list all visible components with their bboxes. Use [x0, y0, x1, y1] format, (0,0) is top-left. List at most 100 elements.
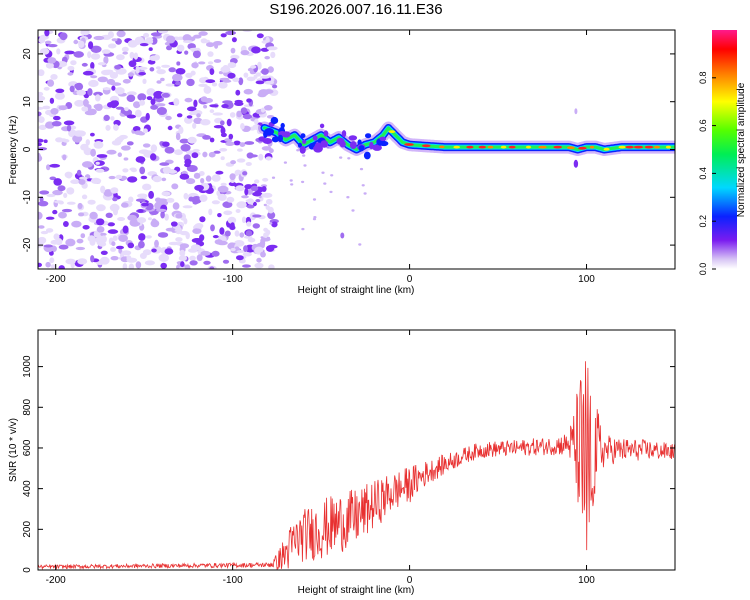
noise-blob — [172, 202, 180, 210]
noise-blob — [78, 212, 85, 217]
ridge-blob — [320, 140, 329, 148]
ridge-blob — [341, 130, 347, 138]
noise-blob — [212, 235, 219, 239]
noise-blob — [259, 75, 270, 79]
ridge-hotspot — [487, 145, 494, 149]
noise-blob — [80, 30, 90, 36]
noise-blob — [240, 123, 245, 130]
noise-blob — [227, 216, 237, 224]
noise-blob — [83, 99, 89, 107]
noise-blob — [111, 38, 118, 42]
noise-blob — [126, 114, 137, 119]
noise-blob — [194, 223, 204, 229]
noise-blob — [177, 36, 185, 41]
noise-blob — [236, 255, 244, 261]
noise-blob — [62, 139, 70, 143]
noise-blob — [100, 185, 106, 194]
spectrogram-y-ticks: -20 -10 0 10 20 — [22, 48, 675, 252]
noise-blob — [211, 200, 220, 205]
noise-blob — [359, 167, 364, 171]
noise-blob — [252, 191, 263, 197]
ridge-blob — [282, 131, 291, 138]
noise-blob — [301, 180, 305, 184]
noise-blob — [179, 249, 186, 257]
noise-blob — [192, 200, 199, 205]
noise-blob — [132, 126, 141, 132]
noise-blob — [221, 104, 229, 109]
noise-blob — [137, 217, 147, 224]
noise-blob — [138, 233, 146, 241]
noise-blob — [148, 190, 155, 199]
noise-blob — [90, 75, 98, 79]
noise-blob — [261, 40, 270, 44]
ridge-hotspot — [538, 145, 547, 149]
ridge-blob — [369, 141, 374, 150]
noise-blob — [198, 31, 208, 36]
ridge-blob — [365, 133, 372, 139]
noise-blob — [191, 62, 199, 69]
ridge-hotspot — [625, 145, 634, 149]
noise-blob — [263, 203, 267, 207]
noise-blob — [66, 187, 75, 195]
ridge-blob — [574, 108, 578, 115]
colorbar-tick-label: 0.2 — [698, 215, 708, 228]
ridge-hotspot — [404, 143, 414, 146]
noise-blob — [237, 148, 243, 152]
noise-blob — [51, 121, 62, 127]
noise-blob — [224, 230, 231, 237]
noise-blob — [55, 238, 63, 246]
noise-blob — [81, 194, 88, 200]
noise-blob — [87, 235, 96, 242]
noise-blob — [192, 50, 201, 59]
noise-blob — [76, 89, 86, 96]
noise-blob — [220, 182, 227, 187]
noise-blob — [95, 94, 101, 102]
noise-blob — [65, 258, 76, 265]
noise-blob — [134, 130, 143, 135]
noise-blob — [110, 187, 119, 194]
noise-blob — [128, 196, 134, 203]
noise-blob — [174, 149, 183, 156]
noise-blob — [183, 40, 193, 44]
noise-blob — [258, 195, 262, 199]
noise-blob — [264, 80, 275, 85]
noise-blob — [227, 62, 237, 69]
x-tick-label: -200 — [46, 274, 66, 285]
noise-blob — [262, 192, 273, 198]
noise-blob — [135, 261, 142, 269]
noise-blob — [235, 185, 245, 192]
noise-blob — [240, 107, 248, 114]
noise-blob — [252, 201, 257, 207]
noise-blob — [38, 111, 42, 117]
noise-blob — [208, 208, 213, 216]
noise-blob — [229, 112, 236, 118]
noise-blob — [262, 177, 269, 182]
noise-blob — [243, 245, 248, 253]
snr-y-label: SNR (10 * v/v) — [8, 418, 19, 482]
noise-blob — [358, 243, 362, 246]
noise-blob — [239, 232, 245, 238]
noise-blob — [241, 216, 247, 224]
noise-blob — [193, 117, 203, 125]
noise-blob — [198, 61, 206, 65]
noise-blob — [182, 205, 193, 209]
noise-blob — [45, 216, 55, 220]
noise-blob — [175, 213, 183, 219]
noise-blob — [99, 256, 110, 265]
noise-blob — [130, 168, 137, 173]
noise-blob — [74, 83, 81, 89]
noise-blob — [139, 99, 146, 106]
noise-blob — [150, 153, 157, 161]
noise-blob — [150, 32, 162, 37]
noise-blob — [121, 145, 131, 151]
noise-blob — [179, 138, 190, 144]
colorbar-ticks: 0.0 0.2 0.4 0.6 0.8 — [698, 72, 716, 275]
ridge-hotspot — [603, 147, 610, 151]
noise-blob — [312, 198, 317, 201]
noise-blob — [90, 53, 101, 60]
noise-blob — [50, 264, 56, 269]
noise-blob — [165, 115, 172, 121]
noise-blob — [186, 78, 195, 87]
noise-blob — [133, 101, 141, 109]
noise-blob — [116, 136, 125, 141]
